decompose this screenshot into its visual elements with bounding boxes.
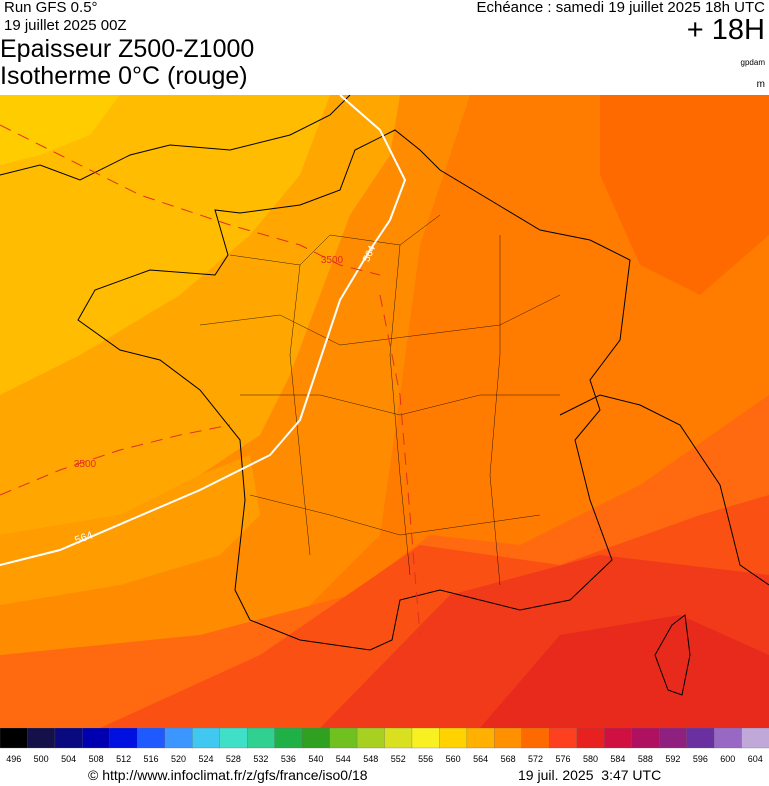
lead-time: + 18H <box>686 14 765 46</box>
thickness-contour <box>0 95 407 566</box>
colorbar-label: 604 <box>748 754 763 764</box>
colorbar-swatch <box>219 728 248 749</box>
colorbar-label: 588 <box>638 754 653 764</box>
colorbar: 496 500 504 508 512 516 520 524 528 532 536 540 544 5… <box>0 728 769 764</box>
colorbar-label: 532 <box>253 754 268 764</box>
title-line1: Epaisseur Z500-Z1000 <box>0 35 255 63</box>
colorbar-label: 516 <box>144 754 159 764</box>
run-label: Run GFS 0.5° <box>4 0 98 16</box>
colorbar-label: 572 <box>528 754 543 764</box>
isotherm-label: 3500 <box>74 459 97 470</box>
colorbar-swatch <box>109 728 138 749</box>
france-outline <box>77 129 631 651</box>
unit-iso: m <box>756 79 765 90</box>
field-band <box>480 615 769 728</box>
colorbar-label: 512 <box>116 754 131 764</box>
colorbar-label: 504 <box>61 754 76 764</box>
isotherm-contours <box>0 124 421 636</box>
colorbar-swatch <box>301 728 331 749</box>
colorbar-label: 552 <box>391 754 406 764</box>
colorbar-label: 548 <box>363 754 378 764</box>
run-date: 19 juillet 2025 00Z <box>4 17 127 34</box>
colorbar-label: 500 <box>34 754 49 764</box>
colorbar-swatch <box>27 728 56 749</box>
thickness-label: 564 <box>73 529 94 547</box>
colorbar-label: 508 <box>89 754 104 764</box>
uk-coast <box>0 95 351 181</box>
colorbar-label: 544 <box>336 754 351 764</box>
colorbar-swatch <box>54 728 84 749</box>
colorbar-swatch <box>549 728 578 749</box>
colorbar-label: 580 <box>583 754 598 764</box>
colorbar-swatch <box>713 728 743 749</box>
colorbar-label: 576 <box>556 754 571 764</box>
departments <box>199 214 561 586</box>
colorbar-label: 568 <box>501 754 516 764</box>
colorbar-swatch <box>686 728 715 749</box>
colorbar-swatch <box>576 728 605 749</box>
colorbar-swatch <box>411 728 441 749</box>
colorbar-swatch <box>329 728 358 749</box>
colorbar-swatch <box>741 728 769 749</box>
colorbar-label: 540 <box>308 754 323 764</box>
colorbar-swatch <box>356 728 386 749</box>
colorbar-swatch <box>439 728 468 749</box>
colorbar-swatch <box>274 728 303 749</box>
colorbar-label: 600 <box>720 754 735 764</box>
colorbar-swatch <box>82 728 111 749</box>
colorbar-label: 564 <box>473 754 488 764</box>
colorbar-swatch <box>137 728 166 749</box>
field-band <box>0 95 330 395</box>
unit-thickness: gpdam <box>740 58 765 67</box>
colorbar-swatch <box>192 728 221 749</box>
colorbar-swatch <box>631 728 660 749</box>
field-band <box>600 95 769 295</box>
italy-coast <box>559 394 769 586</box>
coastlines <box>0 95 769 696</box>
colorbar-label: 556 <box>418 754 433 764</box>
footer-url: © http://www.infoclimat.fr/z/gfs/france/… <box>88 767 368 783</box>
colorbar-swatch <box>384 728 413 749</box>
colorbar-label: 536 <box>281 754 296 764</box>
echeance: Echéance : samedi 19 juillet 2025 18h UT… <box>476 0 765 16</box>
colorbar-swatch <box>521 728 550 749</box>
colorbar-label: 520 <box>171 754 186 764</box>
corsica <box>654 614 691 696</box>
colorbar-swatch <box>164 728 193 749</box>
colorbar-swatch <box>247 728 276 749</box>
colorbar-label: 560 <box>446 754 461 764</box>
colorbar-label: 496 <box>6 754 21 764</box>
colorbar-swatch <box>604 728 633 749</box>
colorbar-label: 596 <box>693 754 708 764</box>
colorbar-swatch <box>466 728 496 749</box>
footer-timestamp: 19 juil. 2025 3:47 UTC <box>518 767 662 783</box>
colorbar-label: 528 <box>226 754 241 764</box>
isotherm-label: 3500 <box>321 255 344 266</box>
map: 3500 3500 564 564 <box>0 95 769 728</box>
colorbar-swatch <box>494 728 523 749</box>
colorbar-label: 524 <box>198 754 213 764</box>
title-line2: Isotherme 0°C (rouge) <box>0 62 248 90</box>
colorbar-swatch <box>0 728 29 749</box>
colorbar-label: 584 <box>610 754 625 764</box>
colorbar-swatch <box>658 728 688 749</box>
colorbar-label: 592 <box>665 754 680 764</box>
field-band <box>0 95 120 165</box>
